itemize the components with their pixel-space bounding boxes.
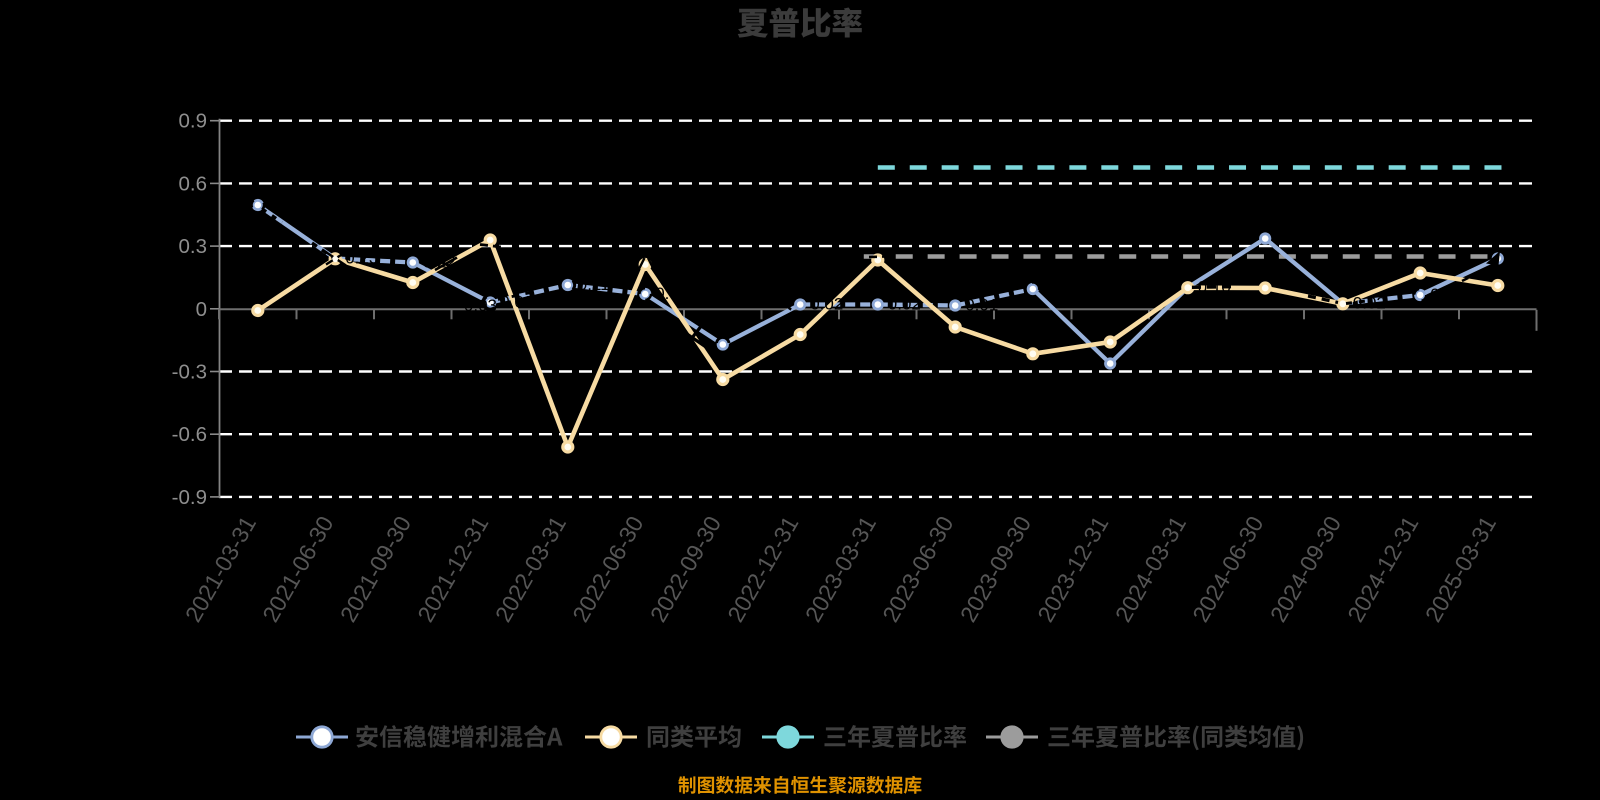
svg-text:0.22: 0.22 bbox=[423, 253, 456, 272]
svg-text:0.03: 0.03 bbox=[464, 296, 497, 315]
svg-text:0.3: 0.3 bbox=[179, 235, 208, 258]
svg-text:0.01: 0.01 bbox=[965, 296, 998, 315]
svg-text:-0.6: -0.6 bbox=[172, 423, 207, 446]
svg-text:0.09: 0.09 bbox=[1043, 279, 1076, 298]
svg-text:-0.17: -0.17 bbox=[733, 335, 772, 354]
svg-text:0.24: 0.24 bbox=[1508, 249, 1541, 268]
svg-text:0.49: 0.49 bbox=[268, 195, 301, 214]
svg-text:0.10: 0.10 bbox=[1198, 278, 1231, 297]
svg-text:0.33: 0.33 bbox=[1275, 229, 1308, 248]
svg-text:-0.3: -0.3 bbox=[172, 361, 207, 384]
svg-text:0.02: 0.02 bbox=[810, 295, 843, 314]
svg-text:-0.9: -0.9 bbox=[172, 486, 207, 509]
svg-text:0.02: 0.02 bbox=[888, 295, 921, 314]
svg-text:0.6: 0.6 bbox=[179, 172, 208, 195]
svg-text:0.9: 0.9 bbox=[179, 110, 208, 133]
svg-text:0.11: 0.11 bbox=[578, 275, 610, 294]
svg-text:0.07: 0.07 bbox=[655, 284, 688, 303]
svg-text:0.03: 0.03 bbox=[500, 293, 533, 312]
svg-text:0: 0 bbox=[196, 298, 207, 321]
svg-text:0.06: 0.06 bbox=[1430, 285, 1463, 304]
svg-text:0.23: 0.23 bbox=[345, 249, 378, 268]
svg-text:0.02: 0.02 bbox=[1353, 294, 1386, 313]
svg-text:-0.26: -0.26 bbox=[1120, 354, 1159, 373]
